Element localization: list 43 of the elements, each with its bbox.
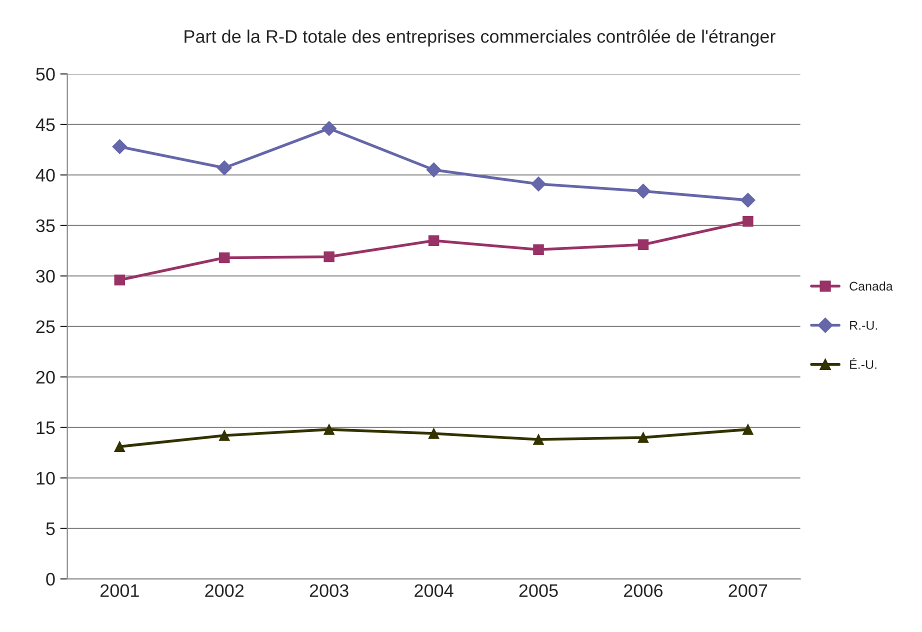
x-tick-label: 2003 bbox=[310, 584, 348, 598]
point bbox=[636, 184, 651, 198]
y-tick-label: 30 bbox=[36, 270, 55, 283]
y-tick-label: 20 bbox=[36, 370, 55, 384]
y-tick-label: 45 bbox=[36, 118, 55, 132]
y-tick-label: 10 bbox=[36, 472, 55, 485]
legend-label: Canada bbox=[850, 281, 893, 291]
y-tick-label: 5 bbox=[46, 522, 55, 536]
point bbox=[114, 274, 126, 286]
point bbox=[426, 162, 442, 178]
y-tick-label: 35 bbox=[36, 219, 55, 232]
x-tick-label: 2002 bbox=[205, 584, 244, 598]
point bbox=[114, 441, 126, 452]
point bbox=[742, 424, 754, 435]
point bbox=[428, 428, 440, 439]
chart-title: Part de la R-D totale des entreprises commerciales contrôlée de l'étranger bbox=[184, 29, 776, 46]
y-tick-label: 40 bbox=[36, 168, 55, 182]
point bbox=[531, 176, 546, 192]
point bbox=[533, 434, 544, 445]
y-tick-label: 0 bbox=[46, 572, 55, 586]
point bbox=[742, 216, 754, 227]
point bbox=[740, 192, 756, 208]
point bbox=[533, 244, 544, 256]
point bbox=[324, 251, 334, 262]
y-tick-label: 50 bbox=[36, 68, 55, 81]
y-tick-label: 25 bbox=[36, 320, 55, 334]
point bbox=[322, 121, 336, 136]
x-tick-label: 2007 bbox=[728, 584, 768, 598]
x-tick-label: 2004 bbox=[414, 584, 454, 598]
x-tick-label: 2006 bbox=[624, 584, 663, 598]
point bbox=[112, 139, 128, 154]
point bbox=[324, 424, 334, 435]
x-tick-label: 2005 bbox=[519, 584, 558, 598]
point bbox=[216, 160, 232, 176]
x-tick-label: 2001 bbox=[100, 584, 139, 598]
y-tick-label: 15 bbox=[36, 422, 55, 434]
point bbox=[428, 235, 440, 246]
point bbox=[638, 432, 649, 443]
legend-label: R.-U. bbox=[850, 321, 878, 330]
legend-label: É.-U. bbox=[850, 358, 876, 369]
point bbox=[218, 252, 230, 264]
point bbox=[218, 430, 230, 441]
point bbox=[638, 239, 649, 250]
